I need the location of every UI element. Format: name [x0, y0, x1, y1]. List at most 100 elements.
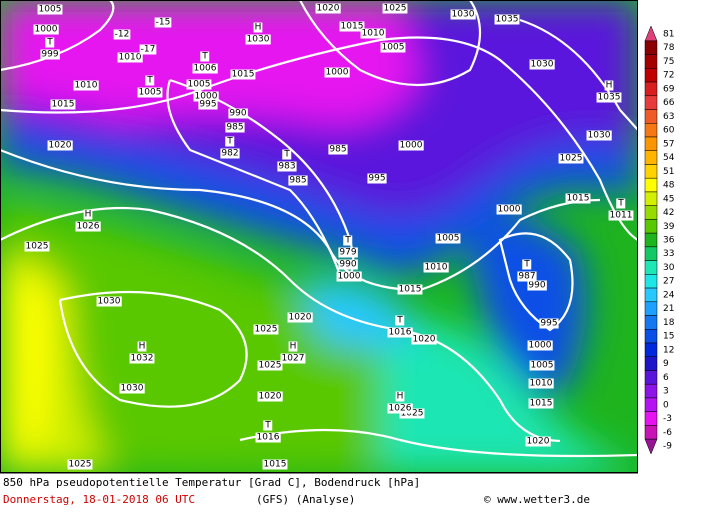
isobar-label: 1015 — [567, 194, 590, 204]
isobar-label-bg — [328, 144, 348, 155]
colorbar-label: -6 — [663, 428, 672, 438]
isobar-label: 1010 — [75, 81, 98, 91]
isobar-label: 1020 — [289, 313, 312, 323]
isobar-label: 1025 — [384, 4, 407, 14]
isobar-label: 990 — [229, 109, 246, 119]
isobar-label: 990 — [339, 260, 356, 270]
isobar-label-bg — [565, 193, 591, 204]
isobar-label: 1010 — [119, 53, 142, 63]
isobar-label-bg — [324, 67, 350, 78]
isobar-label-bg — [494, 14, 520, 25]
center-label: 1005 — [139, 88, 162, 98]
colorbar-segment — [644, 164, 658, 179]
colorbar-label: 3 — [663, 387, 669, 397]
center-label: 987 — [518, 272, 535, 282]
center-label-bg — [192, 63, 218, 74]
colorbar-segment — [644, 68, 658, 83]
colorbar-segment — [644, 425, 658, 440]
colorbar-label: 15 — [663, 332, 674, 342]
isobar-label-bg — [67, 459, 93, 470]
center-label: 1016 — [257, 433, 280, 443]
center-letter: H — [85, 210, 92, 220]
colorbar-label: -9 — [663, 442, 672, 452]
colorbar-segment — [644, 40, 658, 55]
colorbar-segment — [644, 109, 658, 124]
colorbar-label: 81 — [663, 30, 674, 40]
colorbar-label: 63 — [663, 112, 674, 122]
center-letter: T — [146, 76, 153, 86]
center-letter-bg — [395, 315, 405, 326]
isobar-label-bg — [339, 21, 365, 32]
colorbar-label: 21 — [663, 304, 674, 314]
isobar-label-bg — [24, 241, 50, 252]
isobar-label-bg — [586, 130, 612, 141]
center-letter: T — [46, 38, 53, 48]
center-label-bg — [596, 92, 622, 103]
isobar-label: 1005 — [382, 43, 405, 53]
isobar-label: 1000 — [195, 92, 218, 102]
colorbar-segment — [644, 123, 658, 138]
isobar-label: 1035 — [496, 15, 519, 25]
isobar-label-bg — [253, 324, 279, 335]
center-letter: H — [255, 23, 262, 33]
center-label-bg — [387, 327, 413, 338]
center-label: 1011 — [610, 211, 633, 221]
isobar-label: 1015 — [264, 460, 287, 470]
center-label-bg — [280, 353, 306, 364]
center-letter: T — [226, 137, 233, 147]
colorbar-label: 33 — [663, 249, 674, 259]
center-letter-bg — [343, 235, 353, 246]
isobar-label-bg — [288, 175, 308, 186]
colorbar-arrow-bottom — [644, 438, 658, 455]
isobar-label: 1025 — [69, 460, 92, 470]
colorbar-label: 51 — [663, 167, 674, 177]
isobar-label: 1025 — [560, 154, 583, 164]
center-letter: H — [606, 81, 613, 91]
isobar-label-bg — [529, 59, 555, 70]
center-label: 1035 — [598, 93, 621, 103]
isobar-label-bg — [119, 383, 145, 394]
colorbar-label: 36 — [663, 236, 675, 246]
isobar-label-bg — [47, 140, 73, 151]
colorbar-segment — [644, 95, 658, 110]
footer-credit: © www.wetter3.de — [484, 493, 590, 506]
center-label: 979 — [339, 248, 356, 258]
center-letter-bg — [225, 136, 235, 147]
center-label-bg — [75, 221, 101, 232]
isobar-label-bg — [37, 4, 63, 15]
isobar-label: 1005 — [531, 361, 554, 371]
isobar-label-bg — [435, 233, 461, 244]
colorbar-segment — [644, 54, 658, 69]
isobar-label: 1015 — [341, 22, 364, 32]
colorbar-label: 0 — [663, 400, 669, 410]
isobar-label: 1010 — [362, 29, 385, 39]
center-label: 1032 — [131, 354, 154, 364]
isobar-label: 1025 — [26, 242, 49, 252]
isobar-label-bg — [411, 334, 437, 345]
colorbar-segment — [644, 397, 658, 412]
center-letter-bg — [83, 209, 93, 220]
footer-model: (GFS) (Analyse) — [256, 493, 355, 506]
isobar-label-bg — [186, 79, 212, 90]
center-label-bg — [387, 403, 413, 414]
isobar-label-bg — [338, 259, 358, 270]
isobar-label: 1020 — [49, 141, 72, 151]
isobar-label: 1030 — [531, 60, 554, 70]
center-letter: T — [283, 150, 290, 160]
isobar-label-bg — [117, 52, 143, 63]
center-letter: H — [397, 392, 404, 402]
isobar-label: 1005 — [188, 80, 211, 90]
colorbar-arrow-top — [644, 25, 658, 42]
isobar-label-bg — [113, 29, 131, 40]
colorbar-label: 60 — [663, 126, 675, 136]
center-letter: T — [201, 52, 208, 62]
isobar-label-bg — [139, 44, 157, 55]
colorbar-label: 24 — [663, 290, 675, 300]
isobar-label: -12 — [115, 30, 130, 40]
isobar-label: 985 — [329, 145, 346, 155]
colorbar-label: 27 — [663, 277, 674, 287]
isobar-label-bg — [257, 391, 283, 402]
isobar-label-bg — [315, 3, 341, 14]
center-letter-bg — [145, 75, 155, 86]
isobar-label: 995 — [540, 319, 557, 329]
